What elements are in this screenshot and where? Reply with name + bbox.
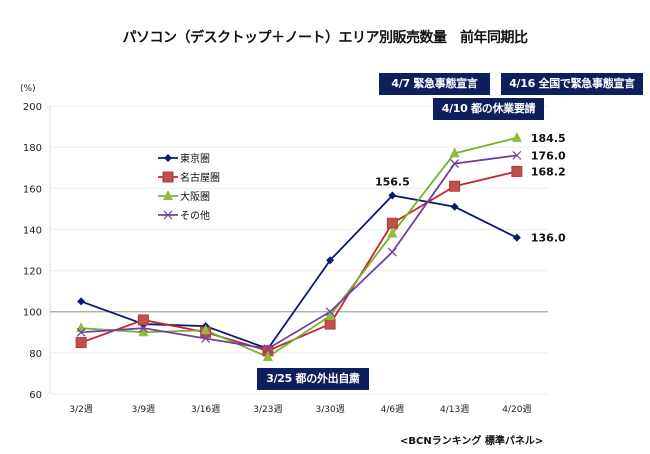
data-label: 176.0 xyxy=(531,149,566,162)
annotation-4-16-national-emergency: 4/16 全国で緊急事態宣言 xyxy=(501,73,643,95)
y-tick-label: 80 xyxy=(29,349,42,360)
marker-triangle xyxy=(511,131,522,142)
marker-x xyxy=(163,210,173,220)
marker-triangle xyxy=(163,190,173,200)
data-label: 156.5 xyxy=(375,175,410,188)
gridlines xyxy=(49,105,548,395)
marker-x xyxy=(138,323,148,333)
y-tick-label: 100 xyxy=(23,308,42,319)
marker-diamond xyxy=(450,202,459,211)
legend-item: その他 xyxy=(158,209,210,222)
marker-x xyxy=(325,307,335,317)
series-line xyxy=(80,194,518,350)
y-tick-label: 200 xyxy=(23,102,42,113)
x-tick-label: 4/20週 xyxy=(502,404,531,415)
annotation-3-25-stay-home: 3/25 都の外出自粛 xyxy=(257,368,369,390)
legend-label: 大阪圏 xyxy=(180,190,210,203)
x-tick-label: 4/13週 xyxy=(440,404,469,415)
marker-square xyxy=(449,180,461,192)
series-line xyxy=(81,154,517,350)
x-axis-ticks: 3/2週 3/9週 3/16週 3/23週 3/30週 4/6週 4/13週 4/20週 xyxy=(69,404,531,415)
marker-x xyxy=(450,159,460,169)
y-tick-label: 180 xyxy=(23,143,42,154)
marker-diamond xyxy=(512,233,521,242)
marker-square xyxy=(324,318,336,330)
marker-triangle xyxy=(387,227,398,238)
annotation-4-10-closure-request: 4/10 都の休業要請 xyxy=(433,98,544,120)
y-axis-ticks: 60 80 100 120 140 160 180 200 xyxy=(23,102,42,401)
marker-square xyxy=(511,165,523,177)
marker-x xyxy=(76,327,86,337)
legend-label: その他 xyxy=(180,209,210,222)
series-line xyxy=(81,137,518,358)
y-tick-label: 120 xyxy=(23,267,42,278)
legend-item: 東京圏 xyxy=(158,152,210,165)
source-note: <BCNランキング 標準パネル> xyxy=(400,436,544,447)
marker-square xyxy=(162,171,174,183)
marker-square xyxy=(386,217,398,229)
legend-item: 大阪圏 xyxy=(158,190,210,203)
marker-diamond xyxy=(388,191,397,200)
data-label: 168.2 xyxy=(531,165,566,178)
marker-diamond xyxy=(164,154,172,162)
x-tick-label: 3/9週 xyxy=(132,404,156,415)
marker-square xyxy=(137,314,149,326)
marker-triangle xyxy=(76,322,87,333)
marker-triangle xyxy=(200,324,211,335)
marker-x xyxy=(263,344,273,354)
marker-x xyxy=(512,150,522,160)
marker-triangle xyxy=(325,309,336,320)
marker-diamond xyxy=(77,297,86,306)
x-tick-label: 3/2週 xyxy=(69,404,93,415)
x-tick-label: 3/16週 xyxy=(191,404,220,415)
data-labels: 156.5 136.0 168.2 184.5 176.0 xyxy=(375,132,566,245)
x-tick-label: 3/30週 xyxy=(316,404,345,415)
x-tick-label: 4/6週 xyxy=(381,404,405,415)
chart-title: パソコン（デスクトップ＋ノート）エリア別販売数量 前年同期比 xyxy=(122,30,529,46)
legend-item: 名古屋圏 xyxy=(158,171,220,184)
x-tick-label: 3/23週 xyxy=(253,404,282,415)
y-tick-label: 60 xyxy=(29,390,42,401)
marker-diamond xyxy=(326,256,335,265)
annotation-4-7-emergency: 4/7 緊急事態宣言 xyxy=(379,73,490,95)
legend-label: 名古屋圏 xyxy=(180,171,220,184)
marker-x xyxy=(387,247,397,257)
marker-square xyxy=(75,337,87,349)
data-label: 136.0 xyxy=(531,232,566,245)
marker-triangle xyxy=(449,147,460,158)
data-label: 184.5 xyxy=(531,132,566,145)
marker-triangle xyxy=(138,326,149,337)
legend-label: 東京圏 xyxy=(180,152,210,165)
series-markers xyxy=(75,131,523,361)
marker-x xyxy=(201,334,211,343)
marker-triangle xyxy=(262,350,273,361)
y-tick-label: 160 xyxy=(23,184,42,195)
y-axis-unit: (%) xyxy=(20,84,36,94)
series-lines xyxy=(80,137,518,358)
y-tick-label: 140 xyxy=(23,225,42,236)
